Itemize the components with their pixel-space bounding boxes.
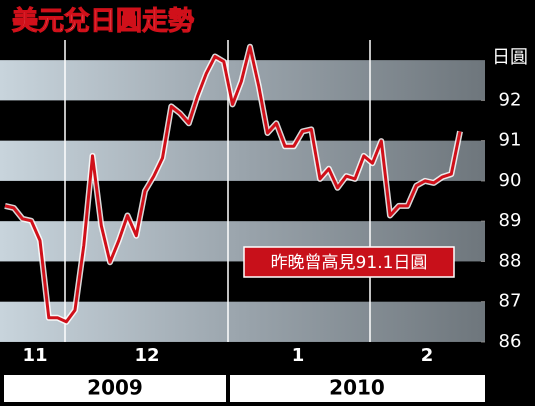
- year-label: 2009: [87, 376, 143, 400]
- band: [0, 140, 485, 181]
- y-tick-label: 88: [499, 250, 522, 271]
- bands: [0, 60, 485, 343]
- line: [4, 45, 462, 324]
- month-label: 11: [22, 345, 47, 366]
- y-tick-label: 91: [499, 130, 522, 151]
- year-bar: [230, 375, 485, 402]
- month-label: 12: [134, 345, 159, 366]
- annotation-box: [243, 246, 455, 278]
- y-tick-label: 90: [499, 170, 522, 191]
- year-label: 2010: [329, 376, 385, 400]
- plot: 86 87 88 89 90 91 92: [4, 43, 522, 352]
- month-label: 2: [421, 345, 434, 366]
- month-label: 1: [292, 345, 305, 366]
- band: [0, 301, 485, 342]
- y-tick-label: 86: [499, 331, 522, 352]
- year-bar: [4, 375, 226, 402]
- annotation: 昨晚曾高見91.1日圓: [271, 253, 428, 273]
- y-unit: 日圓: [492, 47, 528, 68]
- chart-title: 美元兌日圓走勢: [12, 6, 194, 37]
- y-tick-label: 89: [499, 210, 522, 231]
- y-tick-label: 87: [499, 291, 522, 312]
- y-tick-label: 92: [499, 89, 522, 110]
